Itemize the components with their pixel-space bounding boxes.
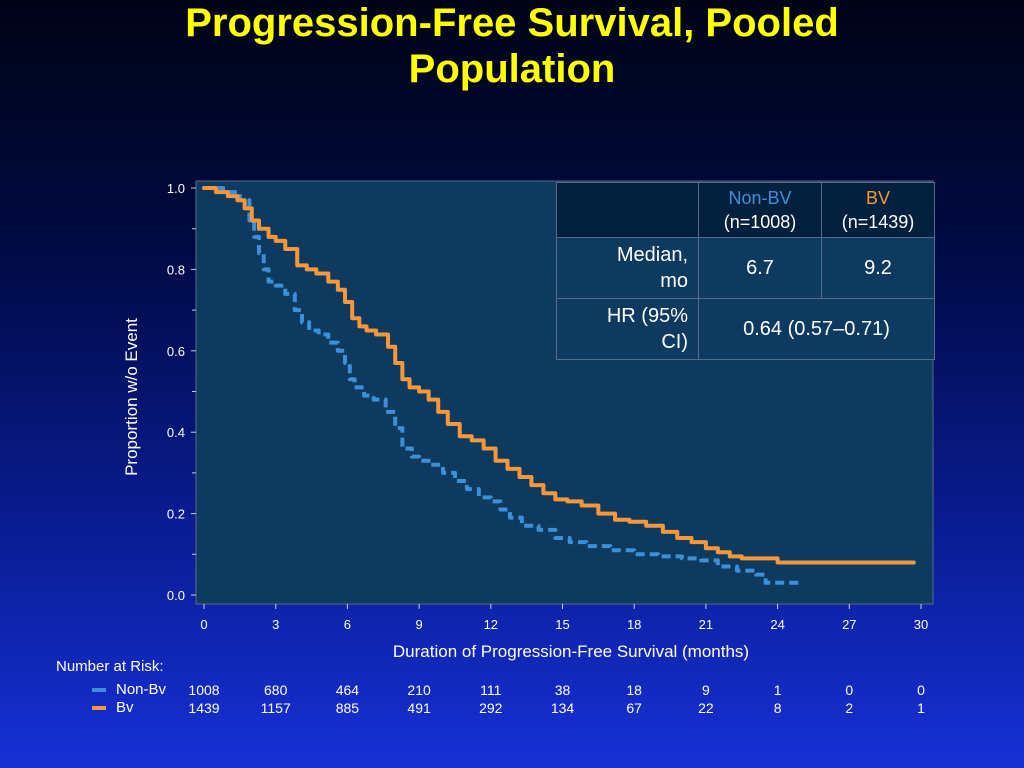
nonbv-risk-count: 210	[407, 682, 431, 698]
nonbv-legend-swatch	[92, 688, 106, 692]
row-median-label: Median, mo	[556, 237, 699, 299]
x-tick-label: 21	[699, 617, 713, 632]
x-tick-label: 30	[914, 617, 928, 632]
bv-risk-count: 491	[407, 700, 431, 716]
y-tick-label: 0.2	[167, 507, 185, 522]
nonbv-risk-count: 0	[845, 682, 854, 698]
median-label-line2: mo	[660, 270, 688, 292]
table-header-bv: BV (n=1439)	[821, 182, 935, 238]
row-hr-label: HR (95% CI)	[556, 298, 699, 360]
bv-risk-count: 22	[698, 700, 714, 716]
y-tick-label: 1.0	[167, 181, 185, 196]
bv-risk-count: 1	[917, 700, 925, 716]
x-tick-label: 6	[344, 617, 351, 632]
y-tick-label: 0.8	[167, 262, 185, 277]
header-nonbv-name: Non-BV	[728, 188, 792, 208]
nonbv-risk-count: 111	[480, 682, 502, 698]
header-nonbv-n: (n=1008)	[723, 212, 797, 232]
hr-value: 0.64 (0.57–0.71)	[698, 298, 935, 360]
nonbv-risk-count: 0	[917, 682, 925, 698]
nonbv-risk-count: 9	[701, 682, 710, 698]
bv-risk-count: 292	[479, 700, 503, 716]
hr-label-line2: CI)	[661, 331, 688, 353]
bv-risk-count: 134	[550, 700, 575, 716]
bv-risk-count: 885	[335, 700, 360, 716]
nonbv-risk-count: 680	[264, 682, 288, 698]
table-corner	[556, 182, 699, 238]
median-label-line1: Median,	[616, 244, 688, 266]
x-tick-label: 24	[770, 617, 784, 632]
summary-table: Non-BV (n=1008) BV (n=1439) Median, mo 6…	[556, 182, 935, 360]
bv-legend-swatch	[92, 706, 106, 710]
y-tick-label: 0.4	[167, 425, 185, 440]
bv-risk-count: 1157	[260, 700, 291, 716]
bv-risk-count: 8	[773, 700, 782, 716]
x-tick-label: 9	[415, 617, 422, 632]
x-tick-label: 3	[272, 617, 279, 632]
y-tick-label: 0.6	[167, 344, 185, 359]
nonbv-risk-count: 1	[773, 682, 782, 698]
y-tick-label: 0.0	[167, 588, 185, 603]
header-bv-name: BV	[865, 188, 890, 208]
x-tick-label: 27	[842, 617, 856, 632]
number-at-risk-title: Number at Risk:	[56, 658, 164, 675]
x-tick-label: 0	[200, 617, 207, 632]
bv-risk-label: Bv	[116, 699, 134, 716]
bv-risk-count: 1439	[188, 700, 220, 716]
series-line-non-bv	[204, 186, 802, 585]
median-bv-value: 9.2	[821, 237, 935, 299]
chart-title: Progression-Free Survival, Pooled Popula…	[0, 0, 1024, 92]
x-axis-label: Duration of Progression-Free Survival (m…	[393, 642, 749, 661]
nonbv-risk-label: Non-Bv	[116, 681, 167, 698]
median-nonbv-value: 6.7	[698, 237, 822, 299]
table-header-nonbv: Non-BV (n=1008)	[698, 182, 822, 238]
y-axis-label: Proportion w/o Event	[122, 318, 141, 476]
nonbv-risk-count: 38	[554, 682, 571, 698]
nonbv-risk-count: 18	[626, 682, 642, 698]
nonbv-risk-count: 1008	[188, 682, 220, 698]
title-line-2: Population	[408, 47, 616, 91]
series-line-bv	[202, 186, 916, 565]
header-bv-n: (n=1439)	[841, 212, 915, 232]
hr-label-line1: HR (95%	[606, 305, 688, 327]
title-line-1: Progression-Free Survival, Pooled	[185, 1, 839, 45]
x-tick-label: 18	[627, 617, 641, 632]
bv-risk-count: 67	[626, 700, 642, 716]
x-tick-label: 15	[555, 617, 569, 632]
bv-risk-count: 2	[845, 700, 854, 716]
nonbv-risk-count: 464	[335, 682, 360, 698]
x-tick-label: 12	[484, 617, 498, 632]
